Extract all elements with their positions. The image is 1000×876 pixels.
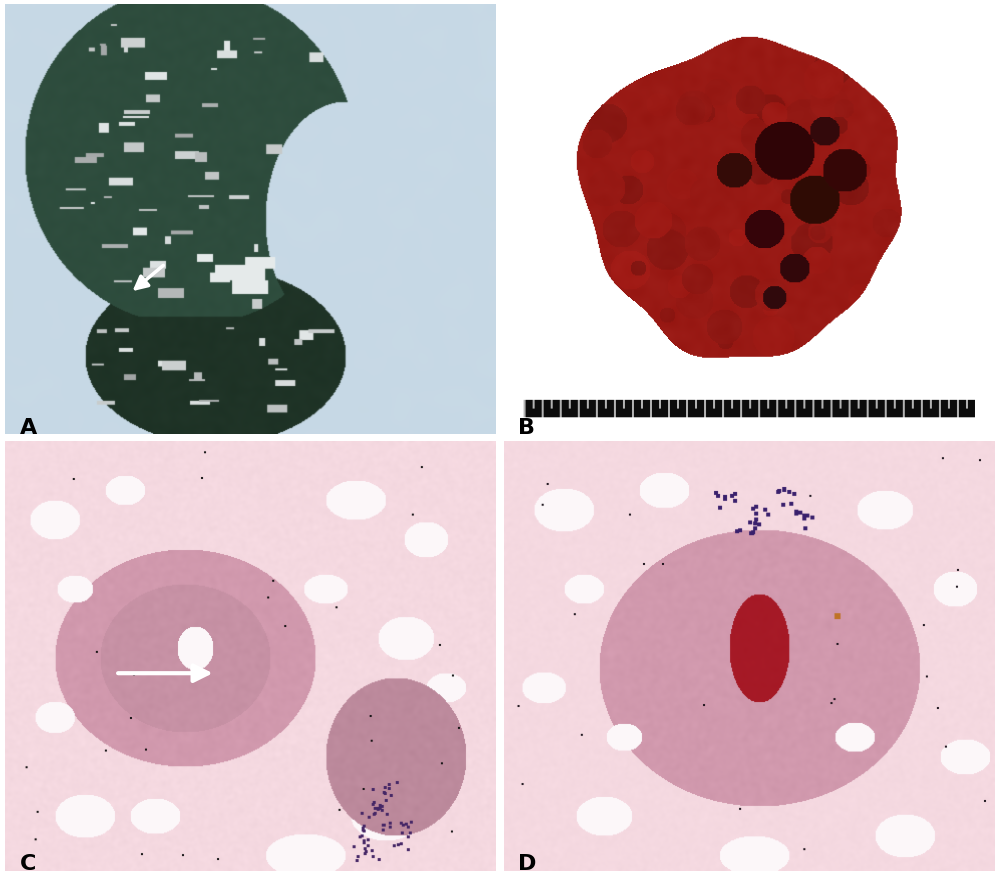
Text: D: D: [518, 854, 537, 874]
Text: A: A: [20, 418, 37, 437]
Text: B: B: [518, 418, 535, 437]
Text: C: C: [20, 854, 36, 874]
